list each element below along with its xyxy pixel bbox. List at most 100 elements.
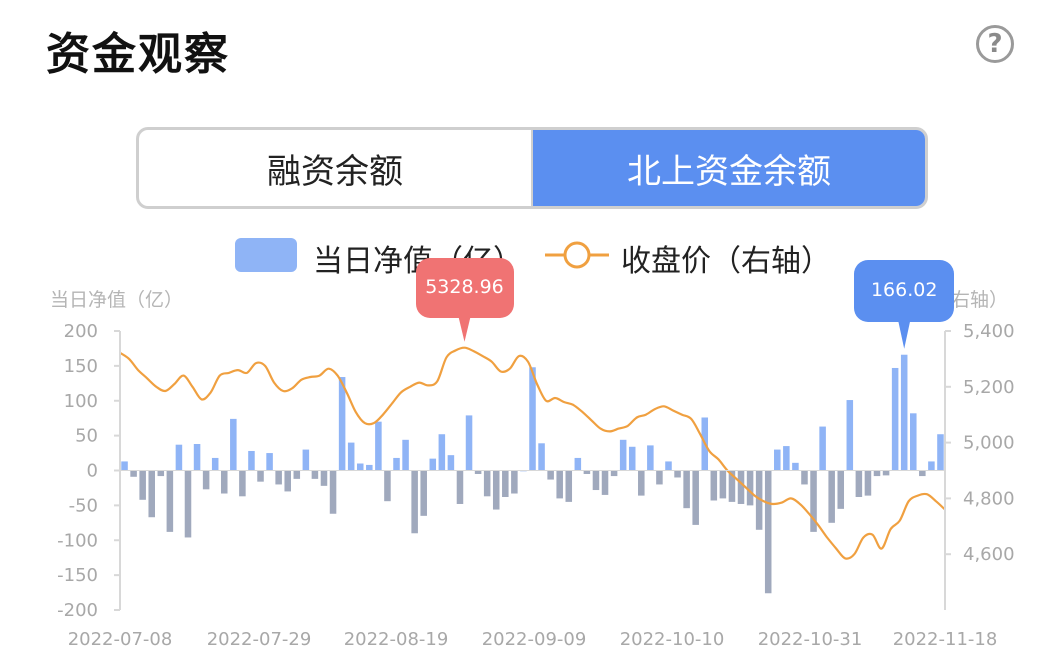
- y-left-tick-label: 200: [64, 321, 98, 342]
- bar: [121, 461, 128, 471]
- bar: [574, 457, 582, 471]
- bar: [728, 470, 736, 502]
- bar: [810, 470, 817, 532]
- bar: [193, 444, 201, 471]
- bar: [910, 413, 917, 471]
- y-right-ticks: 5,400 5,200 5,000 4,800 4,600: [945, 321, 1015, 565]
- bar: [456, 470, 464, 504]
- bar: [375, 421, 382, 471]
- y-left-tick-label: -100: [57, 530, 98, 551]
- bar: [220, 470, 228, 494]
- y-right-tick-label: 5,000: [963, 433, 1015, 454]
- bar: [937, 434, 944, 471]
- close-price-line: [119, 346, 946, 560]
- bar: [919, 470, 926, 477]
- bar: [465, 415, 473, 471]
- y-right-tick-label: 5,200: [963, 377, 1015, 398]
- bar: [819, 426, 826, 471]
- bar: [474, 470, 482, 474]
- bar: [366, 464, 373, 471]
- bar: [483, 470, 491, 497]
- bar: [139, 470, 146, 500]
- bar: [647, 445, 654, 471]
- legend-bar-swatch[interactable]: [235, 238, 297, 272]
- bar: [737, 470, 745, 504]
- bar: [320, 470, 328, 486]
- tooltip-max-pointer: [458, 316, 471, 342]
- bar: [864, 470, 872, 496]
- y-left-tick-label: -50: [69, 495, 98, 516]
- bar: [855, 470, 863, 497]
- bar: [565, 470, 573, 502]
- bar: [755, 470, 763, 530]
- bar: [828, 470, 835, 523]
- bar: [311, 470, 319, 479]
- bar: [266, 453, 273, 471]
- bar: [157, 470, 165, 477]
- line-series: [119, 346, 946, 560]
- bar: [619, 439, 627, 471]
- bar: [438, 434, 446, 471]
- bar: [329, 470, 337, 514]
- y-left-tick-label: -200: [57, 600, 98, 621]
- bar: [692, 470, 699, 525]
- bar-series: [121, 354, 944, 594]
- tab-margin-balance[interactable]: 融资余额: [267, 151, 403, 192]
- legend-line-label[interactable]: 收盘价（右轴）: [621, 244, 831, 279]
- bar: [148, 470, 155, 518]
- bar: [356, 463, 364, 471]
- y-right-tick-label: 4,600: [963, 544, 1015, 565]
- bar: [529, 367, 536, 471]
- bar: [928, 461, 935, 471]
- bar: [492, 470, 500, 510]
- tab-switcher: 融资余额 北上资金余额: [136, 127, 928, 209]
- tooltip-selected-value: 166.02: [870, 278, 938, 301]
- y-left-ticks: 200 150 100 50 0 -50 -100 -150 -200: [57, 321, 120, 621]
- bar: [239, 470, 246, 497]
- bar: [402, 439, 409, 471]
- x-ticks: 2022-07-08 2022-07-29 2022-08-19 2022-09-09…: [68, 629, 998, 650]
- bar: [393, 457, 400, 471]
- page-title: 资金观察: [46, 29, 230, 80]
- bar: [411, 470, 418, 534]
- tab-northbound-balance[interactable]: 北上资金余额: [531, 130, 925, 206]
- bar: [202, 470, 210, 490]
- bar: [592, 470, 600, 491]
- bar: [538, 443, 545, 471]
- y-right-tick-label: 5,400: [963, 321, 1015, 342]
- bar: [656, 470, 663, 485]
- tooltip-selected-pointer: [898, 320, 911, 349]
- bar: [674, 470, 681, 478]
- bar: [628, 446, 636, 471]
- x-tick-label: 2022-11-18: [893, 629, 998, 650]
- bar: [882, 470, 890, 476]
- bar: [447, 455, 455, 471]
- y-left-tick-label: -150: [57, 565, 98, 586]
- tooltip-selected: 166.02: [854, 259, 955, 322]
- bar: [511, 470, 518, 494]
- bar: [764, 470, 772, 594]
- bar: [248, 450, 255, 471]
- bar: [801, 470, 808, 485]
- bar: [846, 400, 854, 471]
- bar: [665, 461, 672, 471]
- bar: [130, 470, 137, 477]
- bar: [556, 470, 563, 499]
- bar: [257, 470, 264, 482]
- bar: [873, 470, 881, 477]
- y-left-tick-label: 100: [64, 391, 98, 412]
- x-tick-label: 2022-10-31: [758, 629, 863, 650]
- x-tick-label: 2022-09-09: [482, 629, 587, 650]
- bar: [293, 470, 301, 479]
- bar: [783, 446, 790, 471]
- bar: [420, 470, 427, 516]
- bar: [746, 470, 754, 506]
- help-icon[interactable]: ?: [976, 25, 1014, 63]
- bar: [792, 462, 799, 471]
- legend-line-swatch[interactable]: [545, 238, 609, 272]
- bar: [284, 470, 291, 492]
- bar: [900, 354, 908, 471]
- bar: [275, 470, 282, 485]
- bar: [610, 470, 618, 477]
